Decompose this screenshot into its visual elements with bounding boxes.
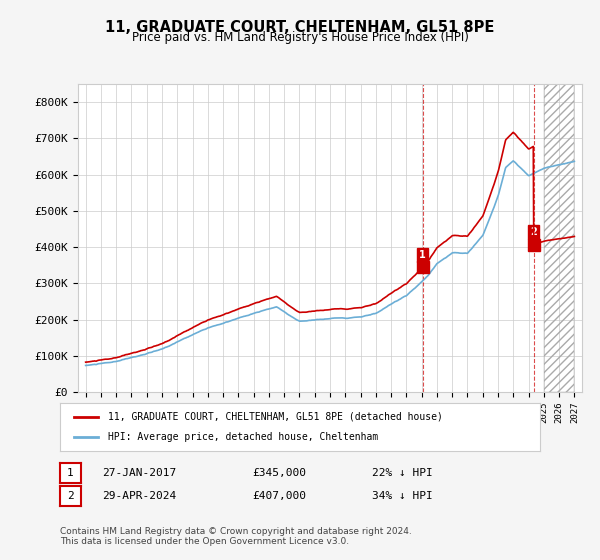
Text: 22% ↓ HPI: 22% ↓ HPI: [372, 468, 433, 478]
Text: 1: 1: [67, 468, 74, 478]
Text: 2: 2: [67, 491, 74, 501]
Text: 11, GRADUATE COURT, CHELTENHAM, GL51 8PE (detached house): 11, GRADUATE COURT, CHELTENHAM, GL51 8PE…: [108, 412, 443, 422]
Text: HPI: Average price, detached house, Cheltenham: HPI: Average price, detached house, Chel…: [108, 432, 378, 442]
Text: £345,000: £345,000: [252, 468, 306, 478]
Text: 29-APR-2024: 29-APR-2024: [102, 491, 176, 501]
Text: 11, GRADUATE COURT, CHELTENHAM, GL51 8PE: 11, GRADUATE COURT, CHELTENHAM, GL51 8PE: [106, 20, 494, 35]
Text: 1: 1: [419, 250, 426, 260]
Text: Price paid vs. HM Land Registry's House Price Index (HPI): Price paid vs. HM Land Registry's House …: [131, 31, 469, 44]
Text: £407,000: £407,000: [252, 491, 306, 501]
Text: Contains HM Land Registry data © Crown copyright and database right 2024.
This d: Contains HM Land Registry data © Crown c…: [60, 526, 412, 546]
Text: 27-JAN-2017: 27-JAN-2017: [102, 468, 176, 478]
Text: 2: 2: [530, 227, 537, 237]
Text: 34% ↓ HPI: 34% ↓ HPI: [372, 491, 433, 501]
